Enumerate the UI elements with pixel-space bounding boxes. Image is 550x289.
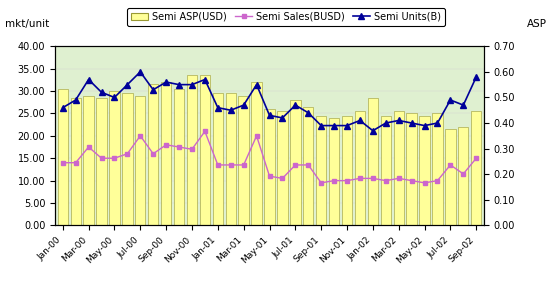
Bar xyxy=(394,111,404,225)
Bar xyxy=(316,116,326,225)
Bar xyxy=(303,107,313,225)
Bar xyxy=(135,95,145,225)
Bar xyxy=(161,82,171,225)
Bar xyxy=(290,100,300,225)
Bar xyxy=(96,98,107,225)
Bar xyxy=(122,93,133,225)
Bar xyxy=(84,95,94,225)
Bar xyxy=(368,98,378,225)
Bar xyxy=(239,95,249,225)
Bar xyxy=(458,127,469,225)
Bar xyxy=(277,111,288,225)
Bar xyxy=(432,113,443,225)
Legend: Semi ASP(USD), Semi Sales(BUSD), Semi Units(B): Semi ASP(USD), Semi Sales(BUSD), Semi Un… xyxy=(127,8,445,25)
Bar xyxy=(251,82,262,225)
Bar xyxy=(342,116,352,225)
Text: mkt/unit: mkt/unit xyxy=(6,19,50,29)
Bar xyxy=(446,129,455,225)
Bar xyxy=(471,111,481,225)
Bar xyxy=(58,89,68,225)
Bar xyxy=(381,116,391,225)
Bar xyxy=(265,109,274,225)
Bar xyxy=(187,75,197,225)
Bar xyxy=(213,93,223,225)
Bar xyxy=(200,75,210,225)
Bar xyxy=(420,116,430,225)
Bar xyxy=(70,98,81,225)
Bar xyxy=(174,89,184,225)
Bar xyxy=(355,111,365,225)
Bar xyxy=(226,93,236,225)
Bar xyxy=(148,84,158,225)
Bar xyxy=(329,118,339,225)
Text: ASP: ASP xyxy=(527,19,547,29)
Bar xyxy=(406,113,417,225)
Bar xyxy=(109,91,119,225)
